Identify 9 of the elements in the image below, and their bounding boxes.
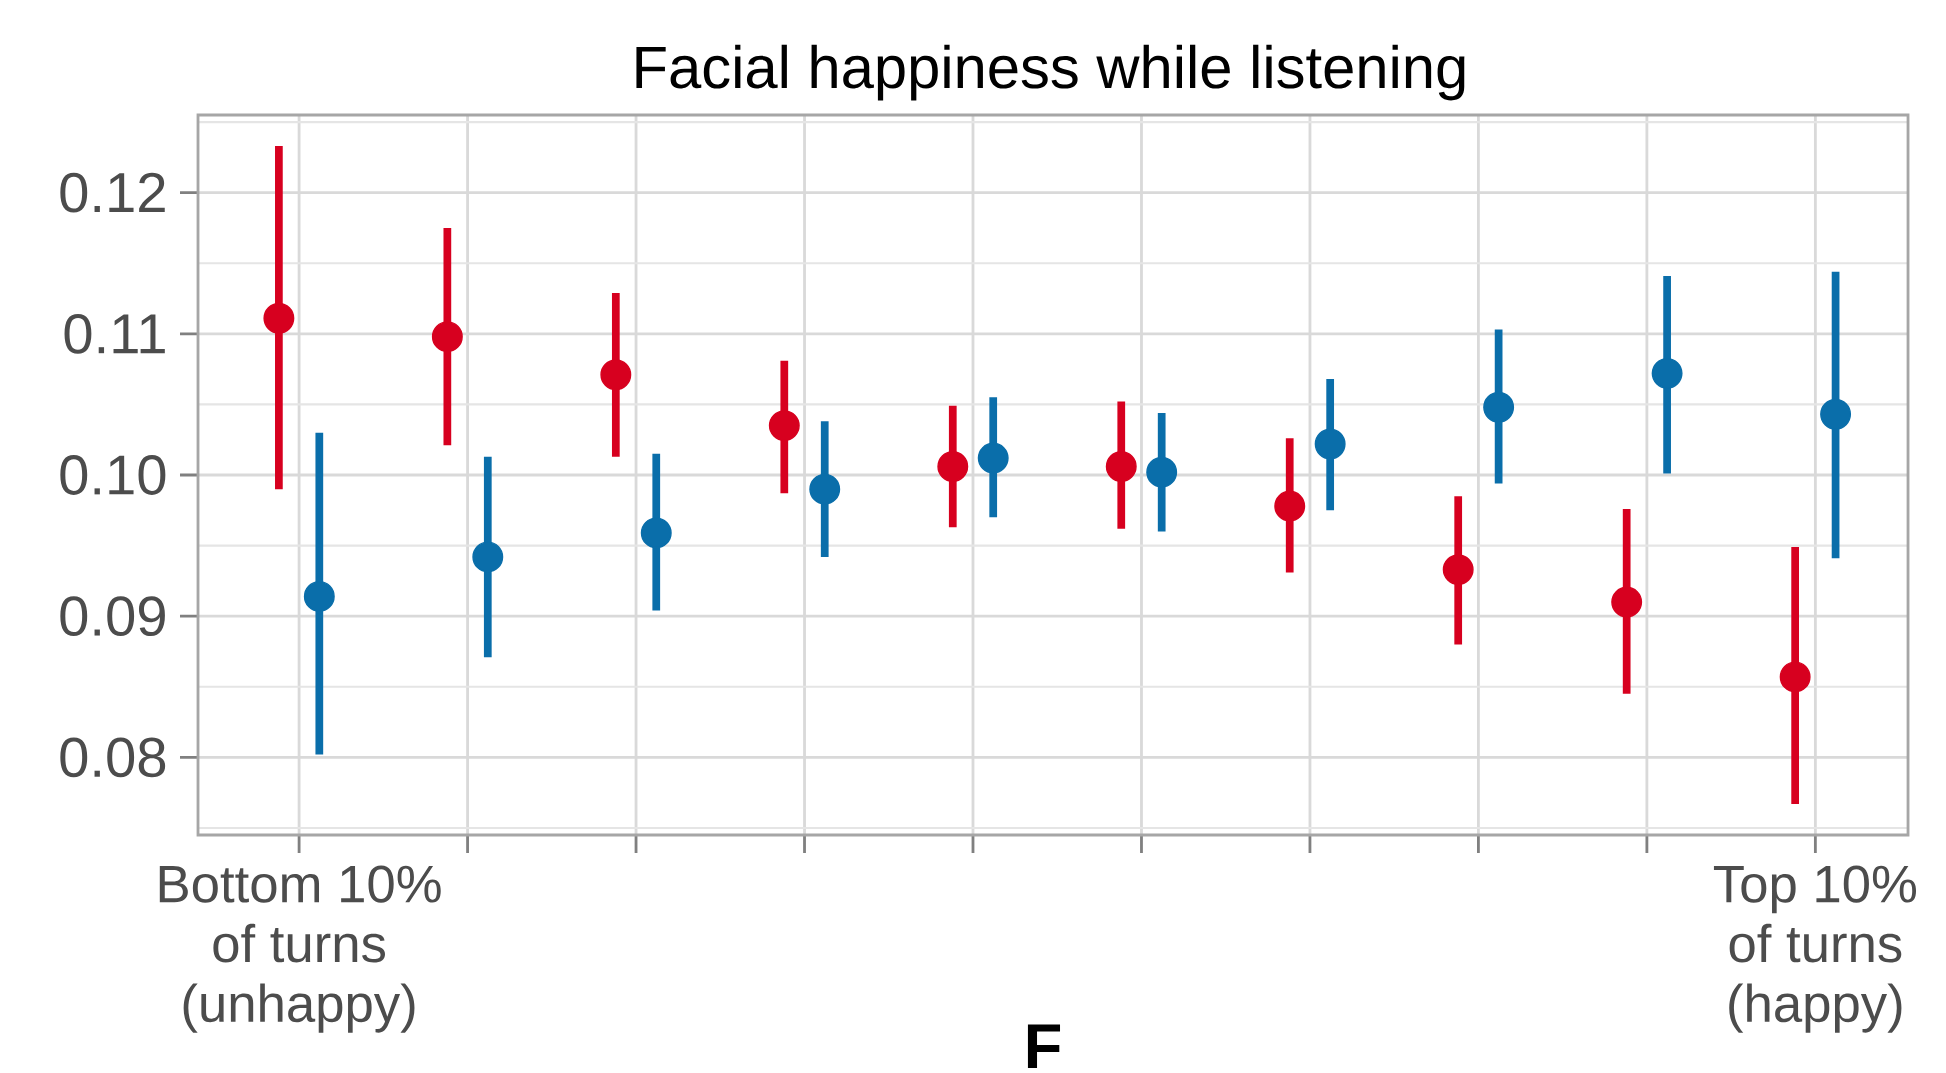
y-tick-label: 0.09 <box>60 596 165 637</box>
y-tick-label: 0.08 <box>60 737 166 778</box>
x-tick-label: Top 10% of turns (happy) <box>1713 865 1917 1033</box>
x-tick-label: Bottom 10% of turns (unhappy) <box>159 865 441 1033</box>
y-tick-label: 0.10 <box>60 455 166 495</box>
y-tick-label: 0.12 <box>60 172 165 213</box>
chart-title: Facial happiness while listening <box>636 44 1465 101</box>
text: F <box>1027 1024 1061 1068</box>
y-tick-label: 0.11 <box>64 313 165 354</box>
